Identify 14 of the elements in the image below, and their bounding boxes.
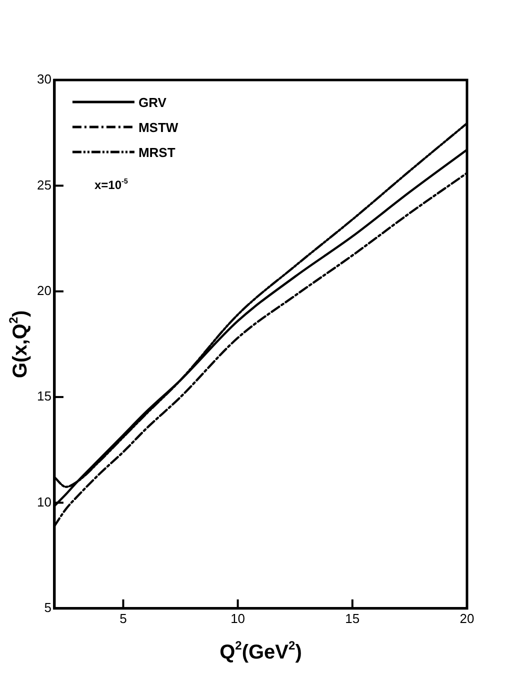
legend-label: MRST (138, 145, 176, 160)
x-tick-label: 5 (120, 610, 127, 626)
y-tick-label: 30 (36, 72, 52, 87)
x-tick-label: 20 (460, 610, 474, 626)
legend-label: GRV (138, 95, 167, 110)
y-tick-label: 15 (36, 388, 52, 404)
y-axis-title: G(x,Q2) (6, 310, 32, 378)
x-tick-label: 10 (230, 610, 246, 626)
legend-label: MSTW (138, 120, 179, 135)
y-tick-label: 25 (36, 177, 52, 192)
y-tick-label: 20 (36, 282, 52, 298)
y-tick-label: 5 (44, 600, 52, 615)
y-tick-label: 10 (36, 494, 52, 510)
x-tick-label: 15 (345, 610, 360, 626)
